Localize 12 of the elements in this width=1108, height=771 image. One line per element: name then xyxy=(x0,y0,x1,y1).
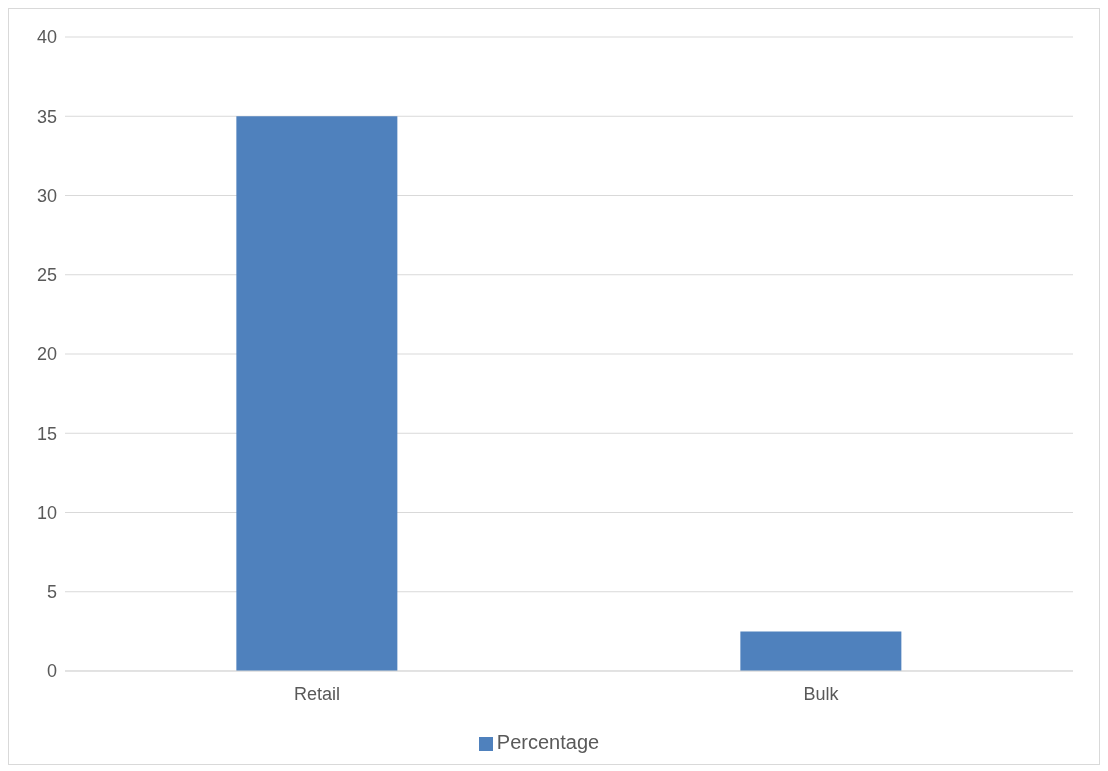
y-tick-label: 25 xyxy=(36,265,57,286)
y-tick-label: 15 xyxy=(36,423,57,444)
y-tick-label: 30 xyxy=(36,185,57,206)
y-tick-label: 35 xyxy=(36,106,57,127)
x-tick-label: Bulk xyxy=(803,683,840,704)
y-tick-label: 5 xyxy=(46,582,57,603)
y-tick-label: 40 xyxy=(36,27,57,48)
y-tick-label: 10 xyxy=(36,502,57,523)
y-tick-label: 0 xyxy=(46,661,57,682)
x-tick-label: Retail xyxy=(293,683,341,704)
legend-label: Percentage xyxy=(496,731,600,753)
y-tick-label: 20 xyxy=(36,344,57,365)
